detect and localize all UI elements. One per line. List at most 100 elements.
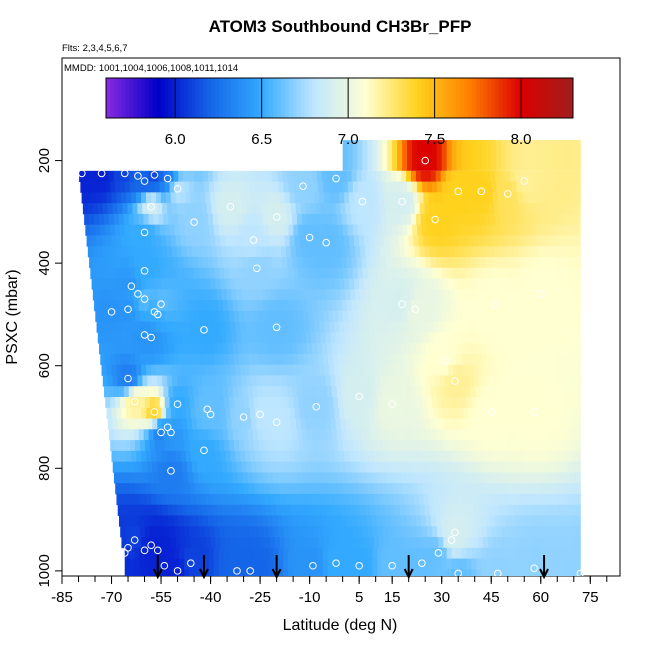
heat-cell (391, 386, 397, 398)
heat-cell (397, 181, 403, 193)
heat-cell (520, 429, 526, 441)
heat-cell (256, 289, 262, 301)
heat-cell (332, 224, 339, 236)
heat-cell (167, 418, 173, 430)
heat-cell (433, 450, 439, 463)
heat-cell (339, 278, 345, 290)
heat-cell (456, 267, 463, 279)
heat-cell (323, 353, 329, 366)
heat-cell (537, 235, 543, 247)
heat-cell (238, 310, 245, 323)
heat-cell (505, 300, 511, 312)
heat-cell (132, 461, 138, 473)
colorbar-swatch (273, 78, 278, 118)
heat-cell (350, 461, 356, 473)
heat-cell (388, 450, 395, 463)
heat-cell (283, 267, 289, 279)
heat-cell (432, 483, 438, 495)
heat-cell (304, 278, 310, 290)
heat-cell (419, 504, 426, 516)
heat-cell (201, 504, 208, 516)
heat-cell (210, 450, 216, 463)
colorbar-swatch (522, 78, 527, 118)
heat-cell (474, 375, 480, 387)
heat-cell (387, 440, 393, 452)
heat-cell (333, 397, 339, 409)
heat-cell (284, 192, 291, 204)
heat-cell (549, 256, 556, 269)
heat-cell (102, 203, 109, 215)
heat-cell (153, 256, 159, 269)
heat-cell (404, 203, 411, 215)
heat-cell (282, 472, 288, 484)
heat-cell (230, 493, 236, 506)
heat-cell (576, 278, 581, 290)
heat-cell (444, 375, 450, 387)
heat-cell (194, 267, 200, 279)
colorbar-swatch (234, 78, 239, 118)
heat-cell (458, 493, 464, 506)
heat-cell (276, 246, 282, 258)
heat-cell (198, 256, 204, 269)
heat-cell (150, 192, 157, 204)
heat-cell (148, 472, 154, 484)
heat-cell (213, 558, 220, 570)
heat-cell (416, 343, 422, 355)
heat-cell (505, 386, 511, 398)
heat-cell (255, 493, 261, 506)
heat-cell (437, 310, 443, 323)
heat-cell (559, 300, 565, 312)
heat-cell (319, 407, 325, 419)
sample-point (358, 197, 367, 206)
heat-cell (320, 289, 326, 301)
heat-cell (402, 140, 408, 171)
heat-cell (265, 450, 271, 463)
heat-cell (486, 353, 492, 366)
heat-cell (414, 418, 421, 430)
heat-cell (146, 192, 152, 204)
heat-cell (261, 332, 267, 344)
heat-cell (224, 310, 230, 323)
heat-cell (95, 181, 101, 193)
heat-cell (417, 397, 423, 409)
heat-cell (273, 526, 280, 538)
heat-cell (343, 483, 349, 495)
heat-cell (425, 213, 432, 226)
heat-cell (332, 181, 339, 193)
heat-cell (491, 310, 497, 323)
heat-cell (356, 213, 362, 226)
heat-cell (474, 332, 480, 344)
heat-cell (308, 353, 314, 366)
heat-cell (355, 418, 361, 430)
colorbar-swatch (393, 78, 399, 118)
heat-cell (518, 418, 525, 430)
heat-cell (518, 203, 525, 215)
heat-cell (475, 213, 481, 226)
heat-cell (518, 375, 525, 387)
heat-cell (242, 386, 249, 398)
heat-cell (297, 515, 303, 527)
heat-cell (159, 558, 165, 570)
heat-cell (123, 472, 130, 484)
heat-cell (444, 504, 450, 516)
heat-cell (330, 418, 336, 430)
heat-cell (401, 343, 407, 355)
heat-cell (87, 246, 94, 258)
heat-cell (210, 407, 216, 419)
heat-cell (116, 192, 122, 204)
heat-cell (567, 321, 573, 333)
colorbar-swatch (195, 78, 200, 118)
heat-cell (371, 213, 377, 226)
heat-cell (441, 224, 448, 236)
x-tick-label: 45 (483, 589, 500, 606)
heat-cell (507, 235, 513, 247)
heat-cell (164, 526, 171, 538)
heat-cell (231, 246, 237, 258)
heat-cell (230, 537, 236, 549)
heat-cell (175, 321, 182, 333)
heat-cell (334, 450, 340, 463)
heat-cell (258, 267, 265, 279)
heat-cell (362, 440, 369, 452)
heat-cell (532, 321, 538, 333)
heat-cell (530, 569, 537, 576)
